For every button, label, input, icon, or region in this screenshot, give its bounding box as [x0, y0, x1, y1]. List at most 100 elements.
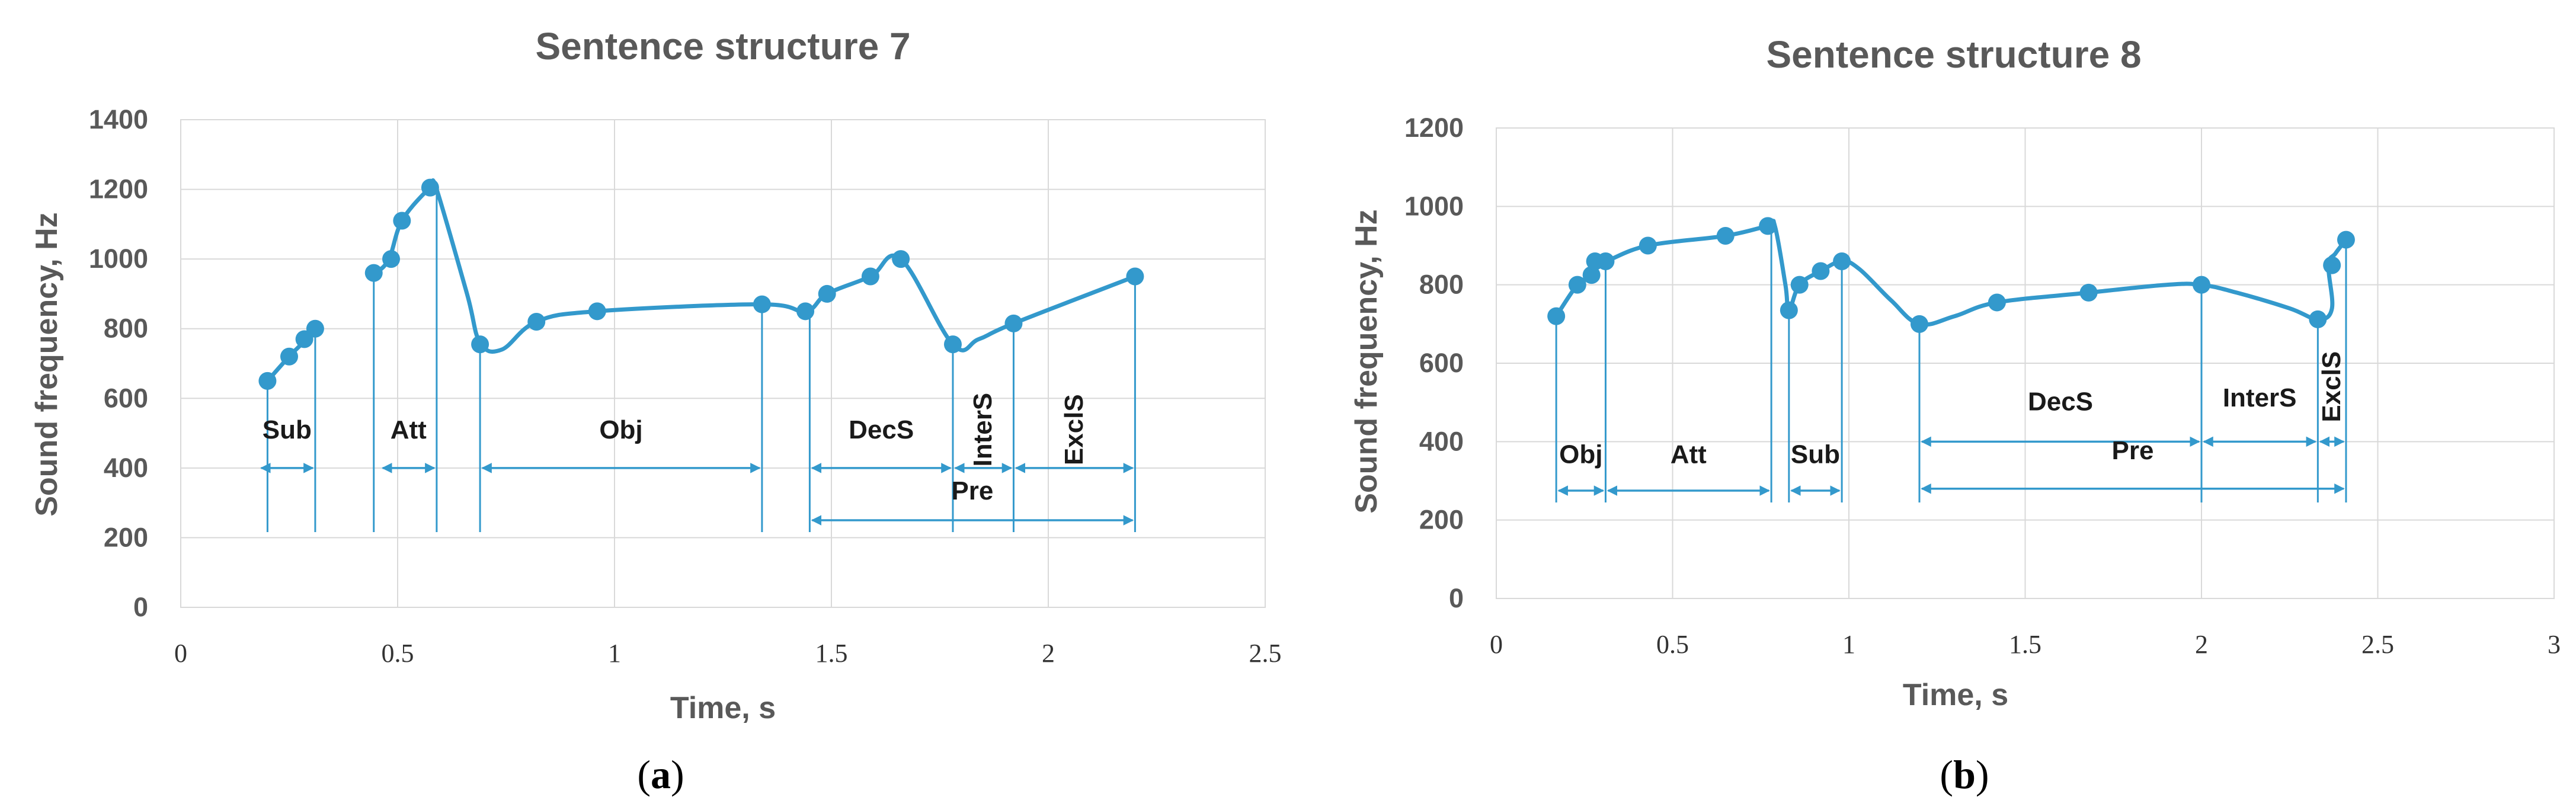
chart-a-data-point: [818, 284, 836, 303]
chart-b-markers: [1547, 217, 2355, 333]
chart-a-markers: [258, 178, 1144, 390]
chart-b-ytick-label: 600: [1419, 348, 1464, 378]
chart-a-ytick-label: 200: [104, 522, 148, 552]
chart-a-xtick-label: 2: [1042, 639, 1055, 668]
chart-b-segments: Obj Att Sub DecS InterS ExclS Pre: [1557, 351, 2346, 496]
chart-a-segment-label: DecS: [849, 415, 914, 444]
chart-b-segment-label: ExclS: [2317, 351, 2346, 422]
chart-a-segment-label: Pre: [951, 476, 993, 505]
chart-a-xlabel: Time, s: [670, 691, 776, 725]
chart-a-xtick-label: 2.5: [1249, 639, 1282, 668]
chart-b-data-point: [1639, 236, 1657, 255]
chart-b-yticks: 0 200 400 600 800 1000 1200: [1404, 113, 1464, 613]
chart-b-ytick-label: 400: [1419, 426, 1464, 456]
chart-b-data-point: [2309, 310, 2327, 328]
chart-b-xtick-label: 0.5: [1656, 630, 1689, 659]
chart-b-data-point: [2193, 276, 2210, 294]
chart-b-ytick-label: 0: [1449, 583, 1464, 613]
chart-b-caption: (b): [1940, 752, 1989, 797]
chart-b-xtick-label: 1: [1842, 630, 1855, 659]
chart-a-segment-label: Att: [391, 415, 427, 444]
chart-a-ylabel: Sound frequency, Hz: [30, 212, 64, 516]
chart-a-ytick-label: 0: [133, 592, 148, 622]
chart-b-segment-label: DecS: [2028, 387, 2093, 416]
chart-b-caption-letter: b: [1953, 752, 1976, 797]
chart-a-data-point: [471, 335, 489, 354]
chart-a-ytick-label: 800: [104, 313, 148, 344]
chart-a-plot-frame: [180, 119, 1266, 608]
chart-a-ytick-label: 1000: [89, 244, 148, 274]
chart-a-ytick-label: 400: [104, 453, 148, 483]
chart-b-data-point: [1790, 276, 1809, 294]
chart-a-yticks: 0 200 400 600 800 1000 1200 1400: [89, 104, 148, 622]
chart-a-data-point: [943, 335, 962, 354]
chart-a-data-point: [796, 302, 815, 321]
chart-a-segments: Sub Att Obj DecS InterS ExclS Pre: [260, 393, 1134, 526]
chart-b-ytick-label: 1000: [1404, 191, 1464, 221]
chart-b-ylabel: Sound frequency, Hz: [1349, 209, 1384, 513]
chart-a-segment-label: InterS: [968, 393, 997, 467]
chart-a-grid: [180, 119, 1266, 608]
chart-b-segment-label: Sub: [1791, 440, 1840, 469]
chart-a-data-point: [258, 372, 277, 390]
chart-a-xtick-label: 0: [174, 639, 187, 668]
chart-b-data-point: [1911, 315, 1928, 333]
chart-a-ytick-label: 600: [104, 383, 148, 413]
chart-b-xtick-label: 3: [2548, 630, 2561, 659]
chart-b-xlabel: Time, s: [1903, 678, 2008, 712]
chart-a-xticks: 0 0.5 1 1.5 2 2.5: [174, 639, 1282, 668]
chart-b-xtick-label: 1.5: [2009, 630, 2041, 659]
chart-b-data-point: [1582, 266, 1601, 284]
chart-b-drop-lines: [1555, 226, 2347, 503]
chart-b-series-line: [1554, 219, 2348, 327]
chart-b-title: Sentence structure 8: [1766, 33, 2141, 76]
chart-a-ytick-label: 1400: [89, 104, 148, 135]
chart-a-segment-label: ExclS: [1060, 394, 1089, 465]
chart-a-title: Sentence structure 7: [535, 25, 910, 68]
chart-b-data-point: [1547, 307, 1566, 325]
chart-b-ytick-label: 800: [1419, 270, 1464, 300]
chart-a-data-point: [393, 212, 411, 230]
chart-b-data-point: [1833, 252, 1851, 270]
chart-b-data-point: [1780, 301, 1798, 319]
chart-a-ytick-label: 1200: [89, 174, 148, 204]
chart-b-segment-label: Pre: [2111, 436, 2153, 465]
chart-a-segment-label: Obj: [599, 415, 642, 444]
chart-b-xtick-label: 2.5: [2361, 630, 2394, 659]
chart-a-segment-label: Sub: [263, 415, 312, 444]
chart-b-data-point: [1596, 252, 1615, 270]
chart-b-ytick-label: 200: [1419, 505, 1464, 535]
chart-a-data-point: [527, 312, 546, 331]
chart-b-data-point: [1988, 293, 2006, 312]
chart-b-xtick-label: 0: [1490, 630, 1503, 659]
chart-b: Sentence structure 8 0200400600800100012…: [1349, 33, 2561, 797]
chart-b-segment-label: InterS: [2223, 383, 2297, 412]
chart-a-data-point: [421, 178, 439, 197]
chart-a-data-point: [280, 347, 298, 366]
chart-b-segment-label: Att: [1671, 440, 1707, 469]
chart-a-data-point: [1126, 267, 1144, 286]
chart-a-data-point: [588, 302, 606, 321]
chart-a-caption-letter: a: [651, 752, 671, 797]
chart-a-data-point: [364, 264, 383, 282]
chart-a-data-point: [1004, 314, 1023, 332]
chart-b-data-point: [1759, 217, 1777, 235]
chart-b-data-point: [1812, 262, 1830, 280]
chart-b-series: [1554, 219, 2348, 327]
chart-a-data-point: [382, 250, 401, 268]
chart-a-data-point: [861, 267, 879, 286]
chart-b-data-point: [2079, 283, 2098, 302]
chart-b-data-point: [1716, 226, 1735, 245]
chart-b-ytick-label: 1200: [1404, 113, 1464, 143]
chart-b-xticks: 0 0.5 1 1.5 2 2.5 3: [1490, 630, 2561, 659]
chart-b-grid: [1496, 127, 2555, 599]
chart-b-xtick-label: 2: [2195, 630, 2208, 659]
chart-a-data-point: [753, 295, 771, 313]
chart-b-data-point: [2337, 230, 2355, 249]
chart-a: Sentence structure 7 0 200 400 600 800 1000 12…: [30, 25, 1282, 797]
chart-a-drop-lines: [266, 189, 1136, 533]
chart-b-data-point: [1568, 276, 1586, 294]
chart-a-xtick-label: 0.5: [382, 639, 414, 668]
chart-a-data-point: [892, 250, 910, 268]
